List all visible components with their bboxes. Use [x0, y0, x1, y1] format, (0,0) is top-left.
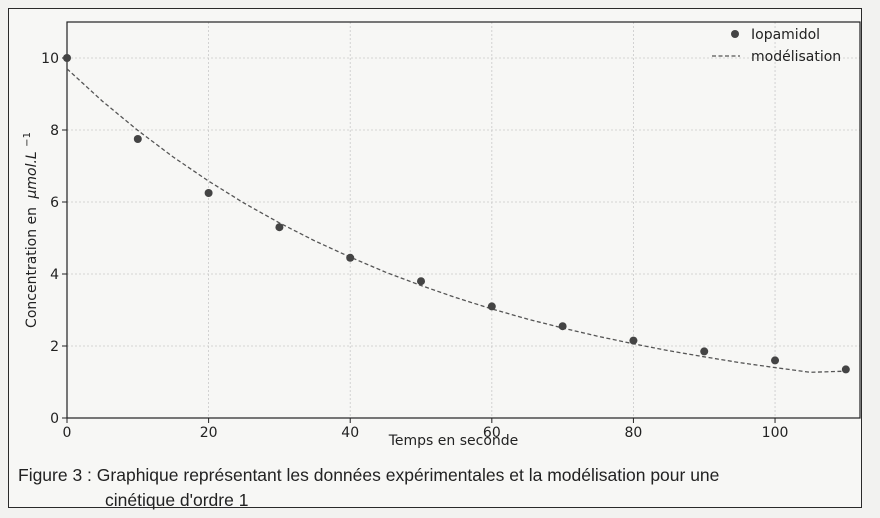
y-tick-label: 2: [50, 339, 59, 355]
y-tick-label: 0: [50, 411, 59, 427]
caption-line-2: cinétique d'ordre 1: [105, 490, 249, 510]
x-tick-label: 80: [625, 425, 643, 441]
data-point-iopamidol: [487, 302, 496, 311]
legend-label-iopamidol: Iopamidol: [751, 27, 820, 43]
x-axis: 0 20 40 60 80 100: [63, 418, 789, 441]
y-tick-label: 6: [50, 195, 59, 211]
data-point-iopamidol: [629, 336, 638, 345]
data-point-iopamidol: [63, 54, 71, 62]
y-tick-label: 4: [50, 267, 59, 283]
x-tick-label: 0: [63, 425, 72, 441]
data-point-iopamidol: [346, 253, 355, 262]
y-axis-title: Concentration en μmol.L −1: [22, 132, 40, 328]
y-axis-title-exponent: −1: [22, 132, 33, 147]
y-tick-label: 10: [41, 51, 59, 67]
x-axis-title: Temps en seconde: [388, 433, 519, 449]
legend-label-modelisation: modélisation: [751, 49, 841, 65]
legend: Iopamidol modélisation: [712, 27, 841, 65]
data-point-iopamidol: [275, 223, 284, 232]
data-point-iopamidol: [771, 356, 780, 365]
concentration-chart: 0 20 40 60 80 100 0 2 4 6 8 10 Temps en seconde Co…: [22, 21, 861, 449]
y-axis-title-unit: μmol.L: [24, 151, 40, 199]
plot-area: [66, 21, 861, 419]
caption-line-1: Figure 3 : Graphique représentant les do…: [18, 465, 720, 485]
x-tick-label: 100: [762, 425, 789, 441]
data-point-iopamidol: [204, 189, 213, 197]
figure-frame: [8, 8, 862, 508]
series-line-modelisation: [66, 68, 846, 373]
series-iopamidol-points: [63, 54, 850, 374]
data-point-iopamidol: [417, 277, 426, 286]
x-tick-label: 40: [341, 425, 359, 441]
data-point-iopamidol: [841, 365, 850, 374]
figure-caption: Figure 3 : Graphique représentant les do…: [18, 463, 838, 513]
grid: [66, 22, 860, 419]
legend-marker-iopamidol: [731, 30, 739, 38]
y-axis-title-text: Concentration en: [24, 207, 40, 328]
x-tick-label: 20: [200, 425, 218, 441]
data-point-iopamidol: [133, 135, 142, 143]
y-tick-label: 8: [50, 123, 59, 139]
y-axis: 0 2 4 6 8 10: [41, 51, 67, 427]
x-tick-label: 60: [483, 425, 501, 441]
data-point-iopamidol: [700, 347, 709, 356]
data-point-iopamidol: [558, 322, 567, 331]
